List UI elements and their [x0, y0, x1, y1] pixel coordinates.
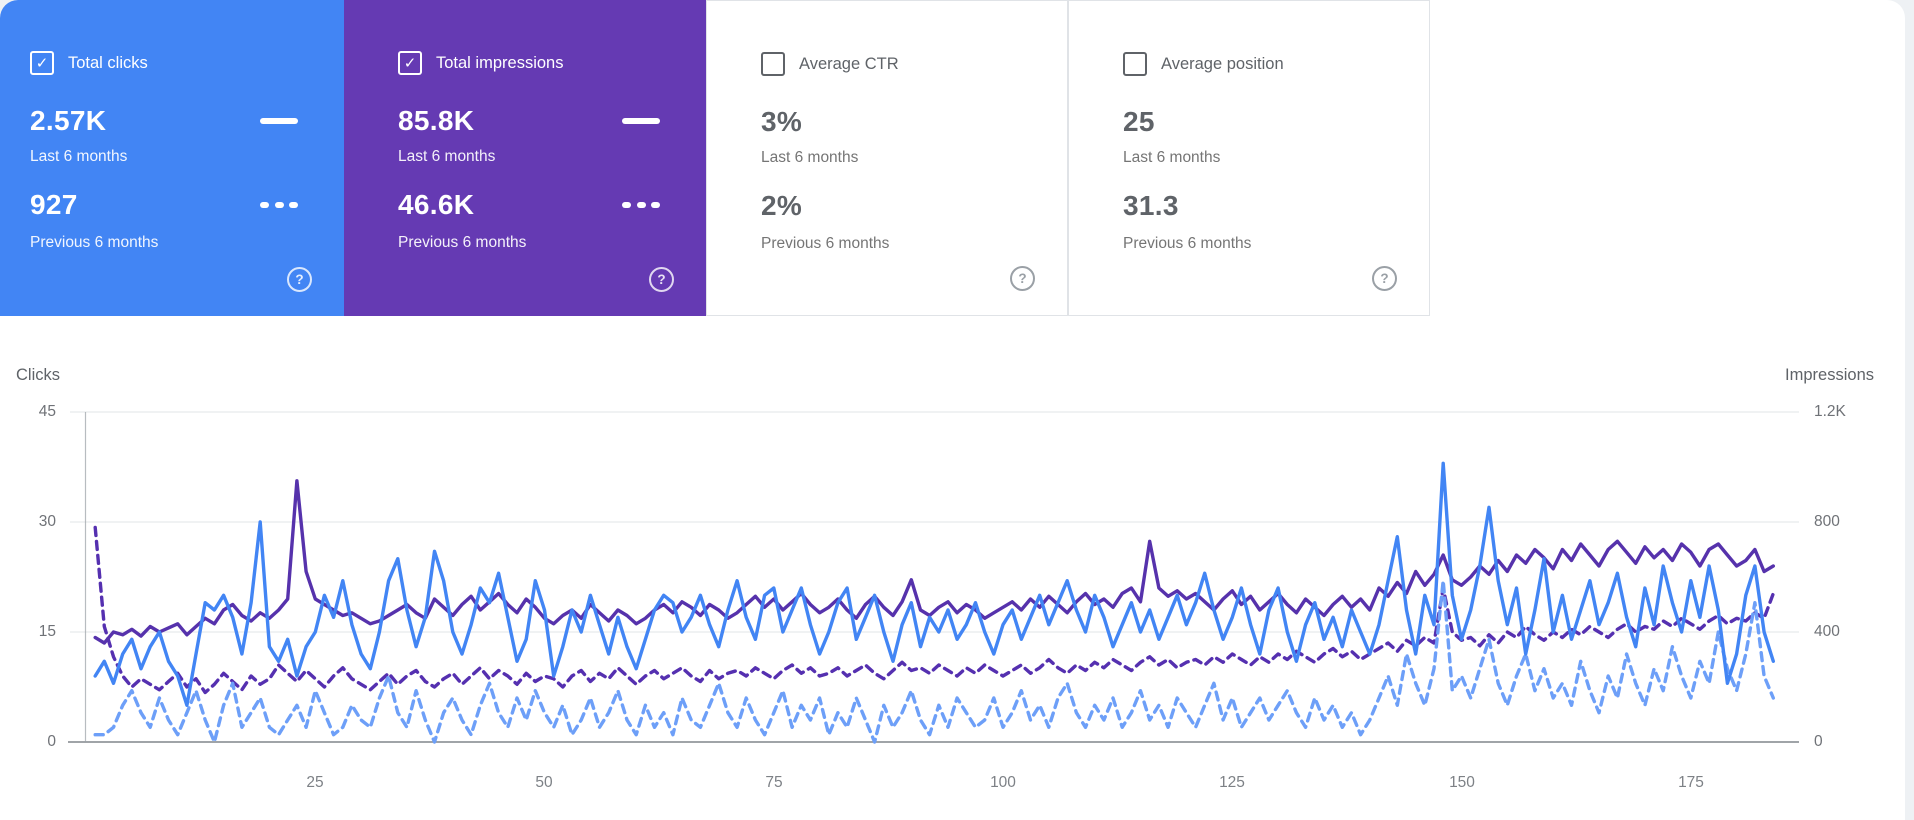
primary-caption: Last 6 months: [761, 149, 859, 166]
series-impressions-previous-6-months: [93, 525, 1776, 695]
right-tick-800: 800: [1814, 513, 1840, 530]
card-header: Average position: [1123, 52, 1429, 76]
x-tick-100: 100: [990, 774, 1016, 791]
card-header: ✓ Total clicks: [30, 51, 344, 75]
primary-caption: Last 6 months: [1123, 149, 1221, 166]
primary-caption: Last 6 months: [398, 148, 496, 165]
help-icon[interactable]: ?: [649, 267, 674, 292]
help-icon[interactable]: ?: [1372, 266, 1397, 291]
total-impressions-checkbox[interactable]: ✓: [398, 51, 422, 75]
card-label: Average position: [1161, 54, 1284, 73]
secondary-value: 31.3: [1123, 190, 1179, 221]
right-tick-1200: 1.2K: [1814, 403, 1846, 420]
metric-cards-row: ✓ Total clicks 2.57K Last 6 months 927 P…: [0, 0, 1430, 316]
left-tick-30: 30: [38, 513, 56, 530]
secondary-caption: Previous 6 months: [761, 235, 890, 252]
card-header: ✓ Total impressions: [398, 51, 706, 75]
right-tick-0: 0: [1814, 733, 1823, 750]
primary-value: 3%: [761, 106, 803, 137]
card-total-clicks[interactable]: ✓ Total clicks 2.57K Last 6 months 927 P…: [0, 0, 344, 316]
secondary-value: 46.6K: [398, 189, 475, 220]
average-position-checkbox[interactable]: [1123, 52, 1147, 76]
card-label: Average CTR: [799, 54, 899, 73]
help-icon[interactable]: ?: [287, 267, 312, 292]
dashed-line-icon: [622, 202, 660, 208]
x-tick-25: 25: [306, 774, 324, 791]
solid-line-icon: [260, 118, 298, 124]
x-tick-75: 75: [765, 774, 783, 791]
right-tick-400: 400: [1814, 623, 1840, 640]
checkmark-icon: ✓: [403, 54, 417, 72]
series-clicks-last-6-months: [93, 461, 1776, 707]
card-label: Total clicks: [68, 53, 148, 72]
dashed-line-icon: [260, 202, 298, 208]
card-header: Average CTR: [761, 52, 1067, 76]
x-tick-150: 150: [1449, 774, 1475, 791]
x-tick-125: 125: [1219, 774, 1245, 791]
card-average-ctr[interactable]: Average CTR 3% Last 6 months 2% Previous…: [706, 0, 1068, 316]
card-label: Total impressions: [436, 53, 564, 72]
secondary-value: 927: [30, 189, 78, 220]
solid-line-icon: [622, 118, 660, 124]
secondary-caption: Previous 6 months: [1123, 235, 1252, 252]
card-average-position[interactable]: Average position 25 Last 6 months 31.3 P…: [1068, 0, 1430, 316]
left-axis-title: Clicks: [16, 366, 60, 384]
checkmark-icon: ✓: [35, 54, 49, 72]
total-clicks-checkbox[interactable]: ✓: [30, 51, 54, 75]
secondary-caption: Previous 6 months: [30, 234, 159, 251]
primary-value: 25: [1123, 106, 1155, 137]
x-tick-50: 50: [535, 774, 553, 791]
card-total-impressions[interactable]: ✓ Total impressions 85.8K Last 6 months …: [344, 0, 706, 316]
help-icon[interactable]: ?: [1010, 266, 1035, 291]
x-tick-175: 175: [1678, 774, 1704, 791]
primary-caption: Last 6 months: [30, 148, 128, 165]
primary-value: 2.57K: [30, 105, 107, 136]
secondary-caption: Previous 6 months: [398, 234, 527, 251]
left-tick-45: 45: [38, 403, 56, 420]
series-clicks-previous-6-months: [93, 579, 1776, 744]
series-impressions-last-6-months: [93, 479, 1776, 645]
average-ctr-checkbox[interactable]: [761, 52, 785, 76]
secondary-value: 2%: [761, 190, 803, 221]
left-tick-0: 0: [47, 733, 56, 750]
right-axis-title: Impressions: [1785, 366, 1874, 384]
primary-value: 85.8K: [398, 105, 475, 136]
left-tick-15: 15: [38, 623, 56, 640]
